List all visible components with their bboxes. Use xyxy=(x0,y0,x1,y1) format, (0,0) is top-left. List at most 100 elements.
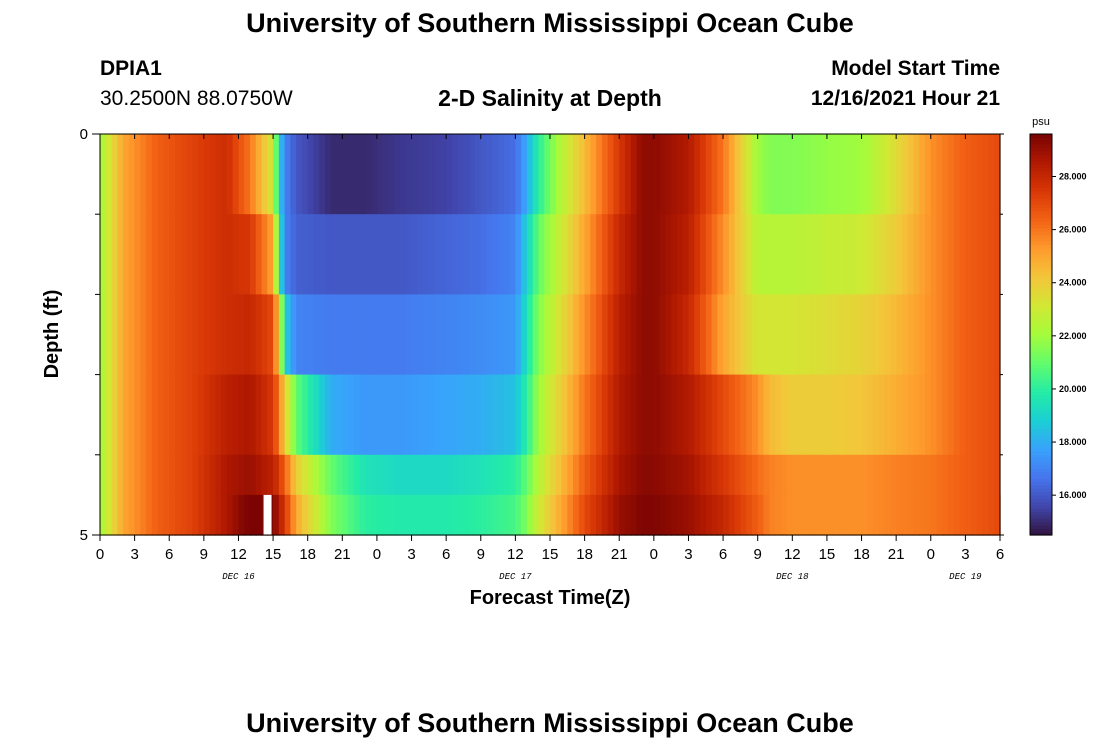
heatmap-cell xyxy=(175,134,182,215)
salinity-heatmap-chart: 0 3 6 9 12 15 18 21 0 3 6 9 12 15 18 21 0 3 6 9 12 15 18 21 0 3 6 … xyxy=(41,116,1087,609)
heatmap-cell xyxy=(717,134,724,215)
heatmap-cell xyxy=(878,294,886,376)
heatmap-cell xyxy=(105,374,113,456)
heatmap-cell xyxy=(763,374,770,456)
heatmap-cell xyxy=(175,294,182,376)
heatmap-cell xyxy=(394,494,401,536)
heatmap-cell xyxy=(342,374,349,456)
heatmap-cell xyxy=(261,374,268,456)
x-tick-label: 3 xyxy=(961,546,969,563)
colorbar-segment xyxy=(1030,197,1052,202)
heatmap-cell xyxy=(128,294,136,376)
heatmap-cell xyxy=(786,494,793,536)
heatmap-cell xyxy=(307,494,315,536)
heatmap-cell xyxy=(832,214,840,295)
colorbar-segment xyxy=(1030,167,1052,172)
heatmap-cell xyxy=(273,294,280,376)
heatmap-cell xyxy=(976,294,984,376)
colorbar-segment xyxy=(1030,377,1052,382)
heatmap-cell xyxy=(157,294,165,376)
heatmap-cell xyxy=(705,294,713,376)
heatmap-cell xyxy=(296,294,303,376)
heatmap-cell xyxy=(521,374,528,456)
heatmap-cell xyxy=(861,374,868,456)
heatmap-cell xyxy=(567,374,574,456)
heatmap-cell xyxy=(446,494,453,536)
heatmap-cell xyxy=(930,134,938,215)
heatmap-cell xyxy=(878,374,886,456)
colorbar-segment xyxy=(1030,471,1052,476)
heatmap-cell xyxy=(290,374,297,456)
heatmap-cell xyxy=(498,214,505,295)
x-tick-label: 18 xyxy=(576,546,593,563)
heatmap-cell xyxy=(371,494,378,536)
heatmap-cell xyxy=(526,134,534,215)
y-axis: 05 xyxy=(80,126,1004,544)
heatmap-cell xyxy=(965,134,972,215)
heatmap-cell xyxy=(607,374,615,456)
colorbar-segment xyxy=(1030,411,1052,416)
heatmap-cell xyxy=(451,134,459,215)
heatmap-cell xyxy=(290,134,297,215)
heatmap-cell xyxy=(803,294,811,376)
heatmap-cell xyxy=(526,494,534,536)
heatmap-cell xyxy=(705,214,713,295)
heatmap-cell xyxy=(538,374,545,456)
heatmap-cell xyxy=(382,294,390,376)
colorbar-segment xyxy=(1030,344,1052,349)
heatmap-cell xyxy=(215,374,222,456)
heatmap-cell xyxy=(313,374,320,456)
heatmap-cell xyxy=(100,494,107,536)
heatmap-cell xyxy=(711,294,718,376)
heatmap-cell xyxy=(498,134,505,215)
heatmap-cell xyxy=(936,214,943,295)
heatmap-cell xyxy=(376,134,384,215)
heatmap-cell xyxy=(901,494,909,536)
x-tick-label: 6 xyxy=(996,546,1004,563)
heatmap-cell xyxy=(175,214,182,295)
heatmap-cell xyxy=(475,294,482,376)
heatmap-cell xyxy=(198,494,205,536)
colorbar-segment xyxy=(1030,147,1052,152)
heatmap-cell xyxy=(186,294,193,376)
heatmap-cell xyxy=(596,374,603,456)
heatmap-cell xyxy=(919,134,926,215)
heatmap-cell xyxy=(630,374,638,456)
heatmap-cell xyxy=(676,494,684,536)
heatmap-cell xyxy=(671,134,678,215)
heatmap-cell xyxy=(567,134,574,215)
heatmap-cell xyxy=(255,214,263,295)
heatmap-cell xyxy=(423,134,430,215)
heatmap-cell xyxy=(325,494,332,536)
heatmap-cell xyxy=(330,134,338,215)
heatmap-cell xyxy=(959,374,966,456)
heatmap-cell xyxy=(826,494,834,536)
day-label: DEC 16 xyxy=(222,572,255,582)
colorbar-segment xyxy=(1030,354,1052,359)
heatmap-cell xyxy=(417,214,424,295)
heatmap-cell xyxy=(896,134,903,215)
heatmap-cell xyxy=(221,374,228,456)
heatmap-cell xyxy=(705,134,713,215)
heatmap-cell xyxy=(434,494,441,536)
heatmap-cell xyxy=(278,294,286,376)
heatmap-cell xyxy=(925,294,932,376)
heatmap-cell xyxy=(873,214,880,295)
colorbar-segment xyxy=(1030,294,1052,299)
heatmap-cell xyxy=(215,494,222,536)
heatmap-cell xyxy=(890,374,897,456)
day-label: DEC 17 xyxy=(499,572,532,582)
heatmap-cell xyxy=(238,134,245,215)
heatmap-cell xyxy=(861,214,868,295)
heatmap-cell xyxy=(273,214,280,295)
x-tick-label: 12 xyxy=(784,546,801,563)
heatmap-cell xyxy=(353,214,361,295)
heatmap-cell xyxy=(163,214,170,295)
heatmap-cell xyxy=(625,134,632,215)
heatmap-cell xyxy=(365,134,372,215)
colorbar-segment xyxy=(1030,458,1052,463)
heatmap-cell xyxy=(336,294,343,376)
colorbar-segment xyxy=(1030,451,1052,456)
heatmap-cell xyxy=(700,134,707,215)
heatmap-cell xyxy=(486,494,493,536)
